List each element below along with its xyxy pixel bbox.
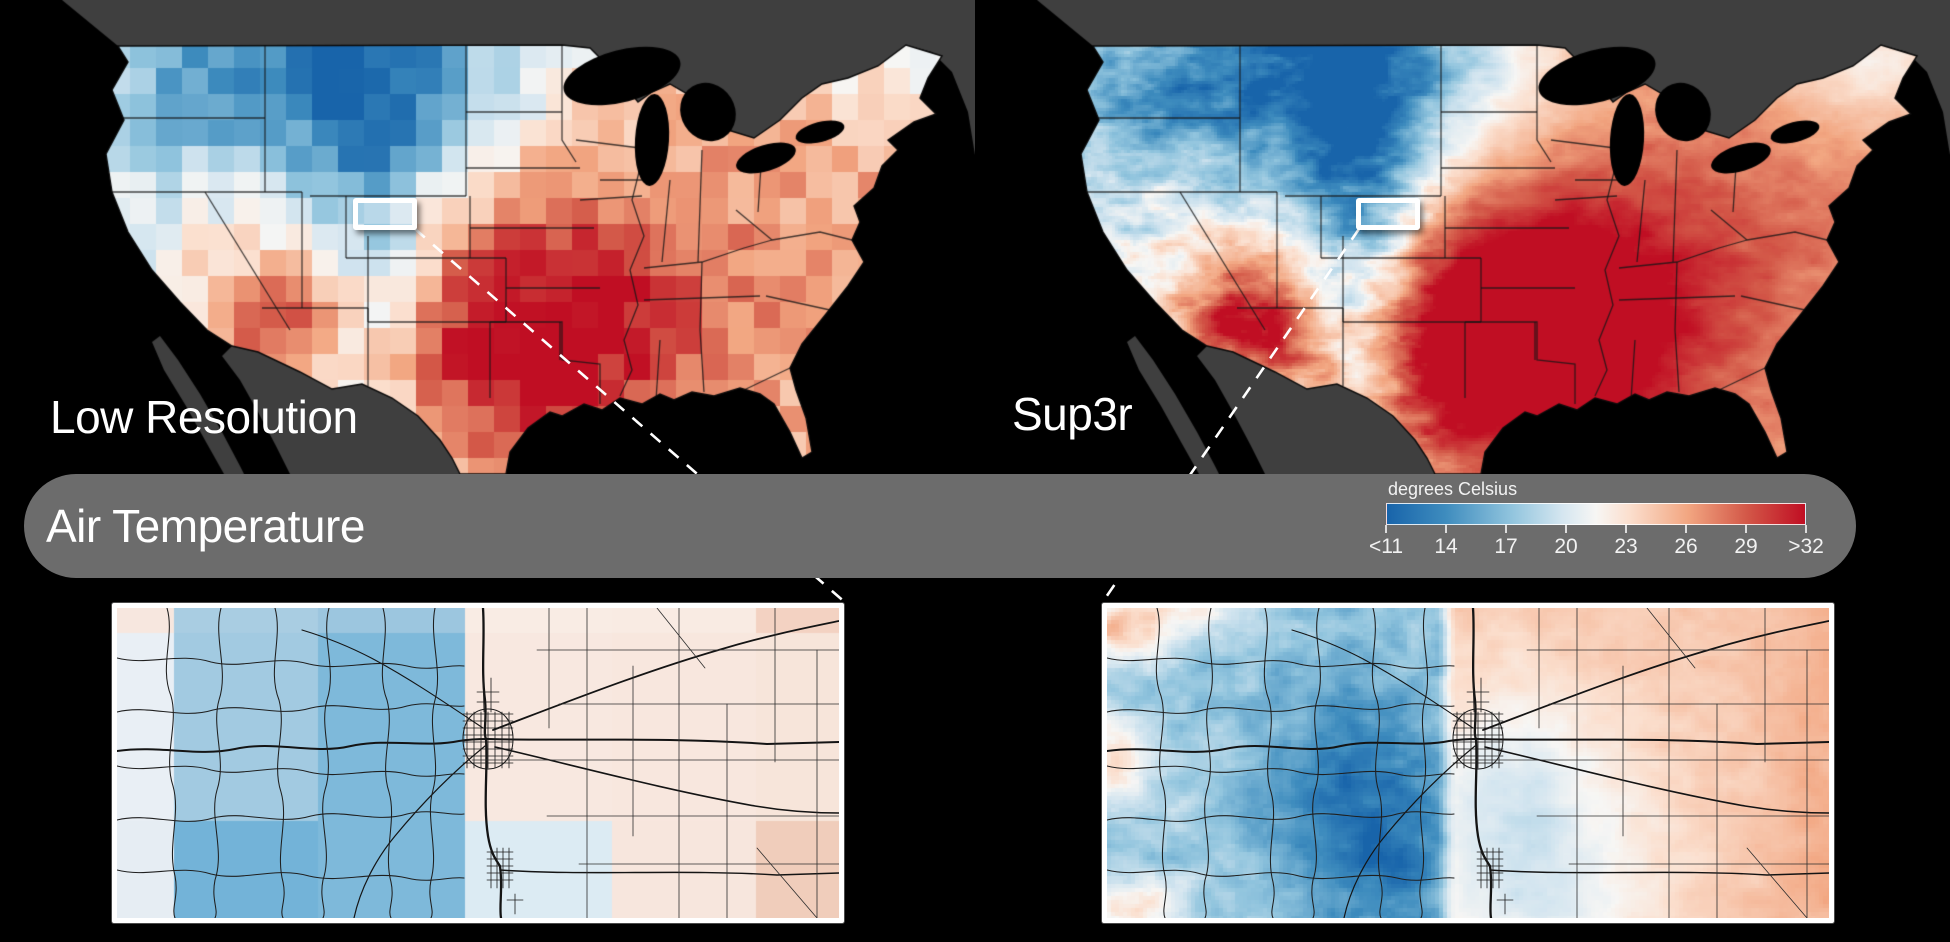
colorbar-tick-label: <11	[1368, 535, 1404, 558]
colorbar-tick-mark	[1445, 525, 1447, 533]
colorbar-tick-label: 20	[1554, 535, 1578, 558]
banner-title: Air Temperature	[46, 500, 365, 552]
colorbar-tick-label: 26	[1674, 535, 1698, 558]
colorbar-unit-label: degrees Celsius	[1388, 479, 1518, 499]
zoom-region-box-sup3r	[1356, 198, 1420, 230]
colorbar-tick-label: 14	[1434, 535, 1458, 558]
colorbar-tick-mark	[1505, 525, 1507, 533]
colorbar-tick-mark	[1685, 525, 1687, 533]
inset-low-res-temperature-field	[117, 608, 839, 918]
air-temperature-banner: Air Temperature degrees Celsius <11 14 17 2…	[24, 474, 1856, 578]
colorbar-tick-mark	[1745, 525, 1747, 533]
colorbar-gradient	[1386, 503, 1806, 525]
colorbar-tick-label: 29	[1734, 535, 1758, 558]
colorbar-tick-mark	[1565, 525, 1567, 533]
inset-sup3r	[1102, 603, 1834, 923]
inset-sup3r-temperature-field	[1107, 608, 1829, 918]
colorbar: degrees Celsius <11 14 17 20 23 26 29 >32	[1369, 479, 1824, 571]
colorbar-tick-label: 23	[1614, 535, 1638, 558]
low-resolution-label: Low Resolution	[50, 391, 358, 443]
colorbar-tick-mark	[1625, 525, 1627, 533]
colorbar-tick-mark	[1385, 525, 1387, 533]
colorbar-tick-label: 17	[1494, 535, 1518, 558]
sup3r-label: Sup3r	[1012, 388, 1133, 440]
inset-low-res	[112, 603, 844, 923]
colorbar-tick-label: >32	[1788, 535, 1824, 558]
zoom-region-box-low-res	[353, 198, 417, 230]
colorbar-tick-mark	[1805, 525, 1807, 533]
